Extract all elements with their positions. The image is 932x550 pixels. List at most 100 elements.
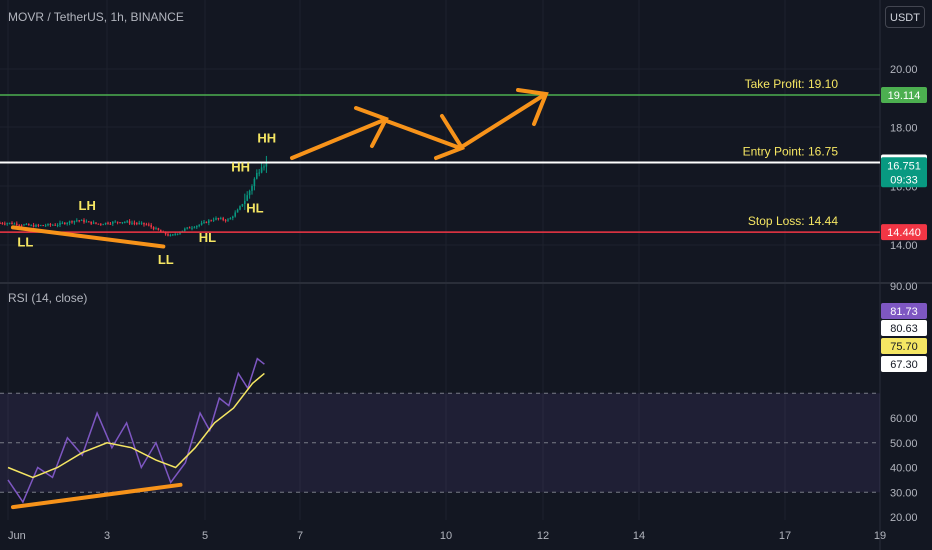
candle-body	[40, 225, 42, 227]
candle-body	[30, 225, 32, 227]
x-tick-label: 12	[537, 530, 549, 542]
candle-body	[78, 220, 80, 222]
candle-body	[16, 223, 18, 226]
x-tick-label: 5	[202, 530, 208, 542]
rsi-axis-label: 81.73	[890, 306, 918, 318]
candle-body	[71, 221, 73, 223]
price-trendline	[10, 225, 166, 249]
rsi-tick-label: 40.00	[890, 463, 918, 475]
candle-body	[164, 231, 167, 235]
arrow-head	[516, 88, 549, 126]
candle-body	[95, 222, 97, 224]
candle-body	[28, 224, 30, 226]
rsi-axis-tag	[881, 320, 927, 336]
candle-body	[124, 222, 126, 224]
candle-body	[152, 227, 155, 230]
rsi-tick-label: 50.00	[890, 438, 918, 450]
candle-body	[232, 216, 234, 219]
candle-body	[222, 218, 224, 220]
candle-body	[184, 228, 186, 231]
candle-body	[248, 190, 251, 196]
candle-body	[138, 222, 140, 224]
candle-body	[203, 221, 205, 223]
candle-body	[193, 227, 196, 229]
x-tick-label: Jun	[8, 530, 26, 542]
candle-body	[64, 222, 66, 224]
x-tick-label: 7	[297, 530, 303, 542]
rsi-axis-label: 67.30	[890, 359, 918, 371]
candle-body	[20, 225, 23, 227]
candle-body	[66, 222, 68, 224]
candle-body	[253, 178, 256, 187]
price-tick-label: 14.00	[890, 240, 918, 252]
candle-body	[234, 212, 236, 217]
candle-body	[236, 209, 239, 213]
candle-body	[150, 225, 152, 228]
candle-body	[73, 220, 76, 223]
candle-body	[188, 227, 191, 229]
x-tick-label: 10	[440, 530, 452, 542]
annotation-hh: HH	[231, 160, 250, 175]
candle-body	[196, 225, 198, 228]
candle-body	[0, 223, 1, 224]
candle-body	[169, 235, 172, 237]
candle-body	[136, 223, 138, 225]
projection-arrow	[290, 93, 546, 160]
rsi-tick-label: 20.00	[890, 512, 918, 524]
candle-body	[100, 223, 102, 225]
candle-body	[35, 224, 37, 227]
candle-body	[23, 224, 25, 226]
candle-body	[246, 195, 248, 201]
rsi-tick-label: 90.00	[890, 281, 918, 293]
candle-body	[1, 223, 4, 225]
candle-body	[76, 220, 78, 222]
annotation-ll: LL	[17, 234, 33, 249]
candle-body	[59, 222, 61, 225]
candle-body	[176, 233, 179, 235]
countdown-label: 09:33	[890, 174, 918, 186]
candle-body	[85, 221, 88, 223]
rsi-axis-label: 80.63	[890, 323, 918, 335]
candle-body	[56, 224, 59, 226]
candle-body	[116, 221, 119, 223]
candle-body	[208, 220, 210, 223]
candle-body	[256, 172, 258, 179]
x-tick-label: 14	[633, 530, 645, 542]
candle-body	[198, 224, 200, 226]
take_profit-axis-label: 19.114	[888, 90, 921, 102]
candle-body	[131, 222, 133, 224]
candle-body	[97, 223, 100, 225]
annotation-ll: LL	[158, 252, 174, 267]
candle-body	[54, 224, 56, 226]
candle-body	[258, 172, 260, 174]
candle-body	[104, 222, 107, 225]
candle-body	[227, 219, 229, 221]
x-tick-label: 19	[874, 530, 886, 542]
candle-body	[155, 228, 157, 230]
candle-body	[42, 225, 44, 227]
candle-body	[61, 222, 64, 224]
candle-body	[68, 221, 71, 223]
candle-body	[212, 219, 215, 221]
rsi-ma-line	[7, 372, 265, 479]
candle-body	[265, 162, 268, 167]
stop_loss-axis-tag	[881, 224, 927, 241]
stop_loss-label: Stop Loss: 14.44	[748, 214, 838, 228]
candle-body	[107, 222, 109, 224]
rsi-axis-label: 75.70	[890, 341, 918, 353]
candle-body	[88, 221, 90, 223]
rsi-tick-label: 30.00	[890, 487, 918, 499]
candle-body	[244, 200, 246, 204]
take_profit-label: Take Profit: 19.10	[745, 77, 839, 91]
x-tick-label: 3	[104, 530, 110, 542]
candle-body	[90, 221, 92, 224]
candle-body	[167, 234, 169, 236]
candle-body	[205, 221, 208, 223]
price-tick-label: 18.00	[890, 123, 918, 135]
rsi-axis-tag	[881, 303, 927, 319]
candle-body	[224, 219, 227, 221]
entry-label: Entry Point: 16.75	[743, 144, 839, 158]
candle-body	[239, 206, 241, 210]
currency-button[interactable]: USDT	[885, 6, 925, 28]
